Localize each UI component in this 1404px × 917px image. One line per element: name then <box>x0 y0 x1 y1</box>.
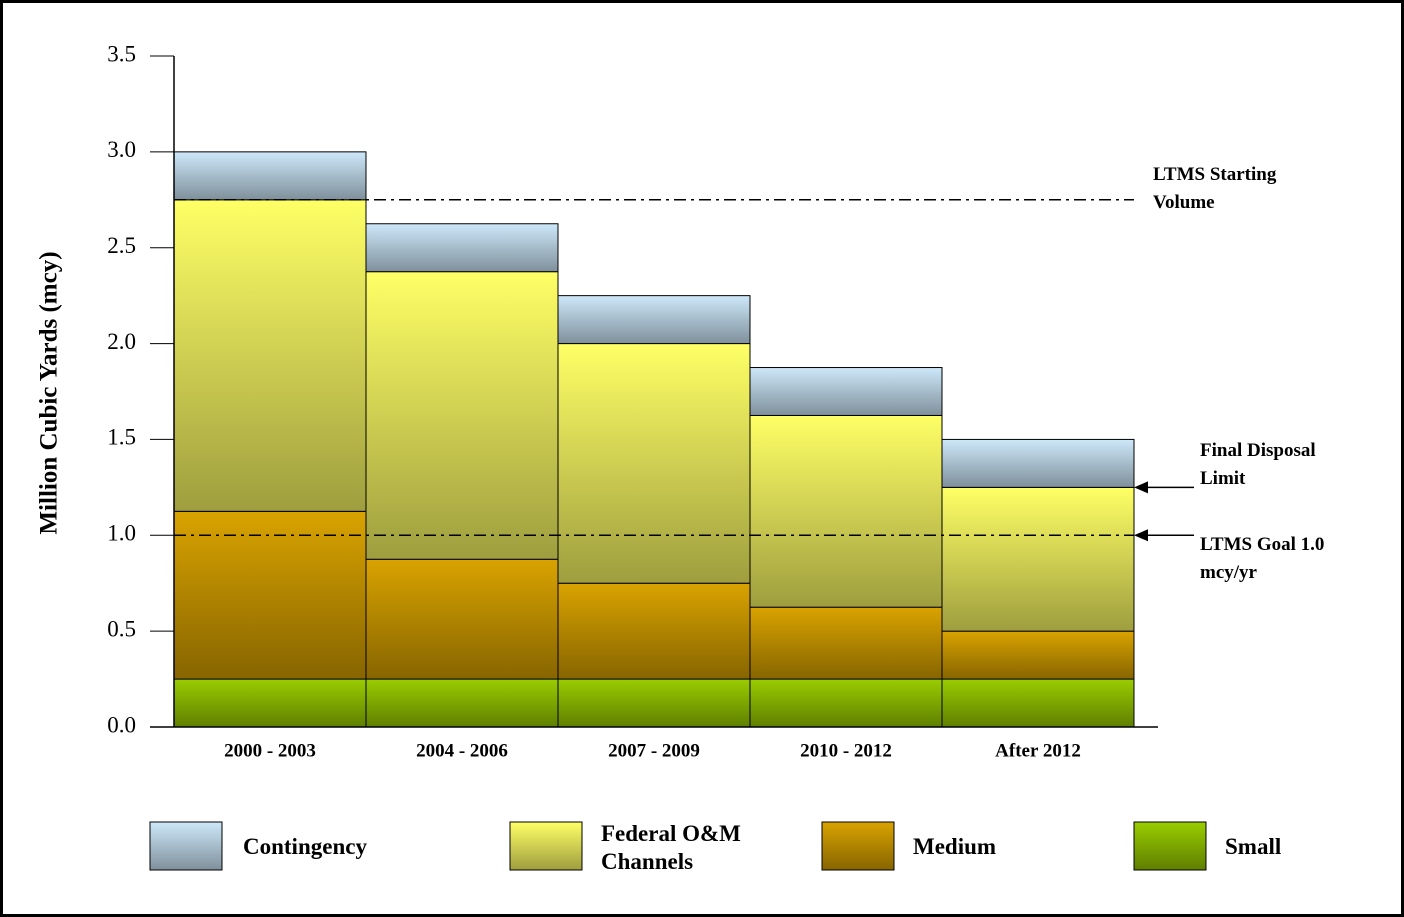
bar-segment <box>941 486 1135 632</box>
bar-segment <box>749 606 943 680</box>
y-axis-label: Million Cubic Yards (mcy) <box>36 251 63 534</box>
x-tick-label: 2000 - 2003 <box>224 740 316 761</box>
y-tick-label: 2.5 <box>107 233 136 258</box>
y-tick-label: 2.0 <box>107 329 136 354</box>
bar-segment <box>173 151 367 201</box>
bar-segment <box>749 414 943 608</box>
bar-segment <box>941 438 1135 488</box>
x-tick-label: 2004 - 2006 <box>416 740 508 761</box>
bar-segment <box>557 582 751 680</box>
y-tick-label: 3.0 <box>107 137 136 162</box>
annotation-text: Final Disposal Limit <box>1200 440 1316 490</box>
y-tick-label: 3.5 <box>107 41 136 66</box>
bar-segment <box>365 223 559 273</box>
bar-segment <box>173 678 367 728</box>
legend-swatch <box>1133 821 1207 871</box>
x-tick-label: After 2012 <box>995 740 1081 761</box>
arrow-head <box>1134 529 1148 542</box>
bar-segment <box>365 558 559 680</box>
legend-swatch <box>149 821 223 871</box>
legend-label: Federal O&M Channels <box>601 821 741 874</box>
bar-segment <box>173 510 367 680</box>
bar-segment <box>749 367 943 416</box>
y-tick-label: 0.5 <box>107 616 136 641</box>
legend-swatch <box>509 821 583 871</box>
legend-label: Medium <box>913 834 997 859</box>
bar-segment <box>557 295 751 345</box>
annotation-text: LTMS Starting Volume <box>1153 163 1277 213</box>
x-tick-label: 2007 - 2009 <box>608 740 700 761</box>
bar-segment <box>941 678 1135 728</box>
annotation-text: LTMS Goal 1.0 mcy/yr <box>1200 534 1325 584</box>
bar-segment <box>365 271 559 560</box>
y-tick-label: 1.0 <box>107 521 136 546</box>
legend-swatch <box>821 821 895 871</box>
x-tick-label: 2010 - 2012 <box>800 740 892 761</box>
bar-segment <box>365 678 559 728</box>
legend-label: Contingency <box>243 834 367 859</box>
arrow-head <box>1134 481 1148 494</box>
legend-label: Small <box>1225 834 1282 859</box>
chart: Million Cubic Yards (mcy) 0.0 0.5 1.0 1.5 2.… <box>36 41 1207 871</box>
bar-segment <box>557 343 751 584</box>
bar-segment <box>749 678 943 728</box>
y-tick-label: 1.5 <box>107 425 136 450</box>
bar-segment <box>941 630 1135 680</box>
bar-segment <box>557 678 751 728</box>
bar-segment <box>173 199 367 512</box>
y-tick-label: 0.0 <box>107 712 136 737</box>
